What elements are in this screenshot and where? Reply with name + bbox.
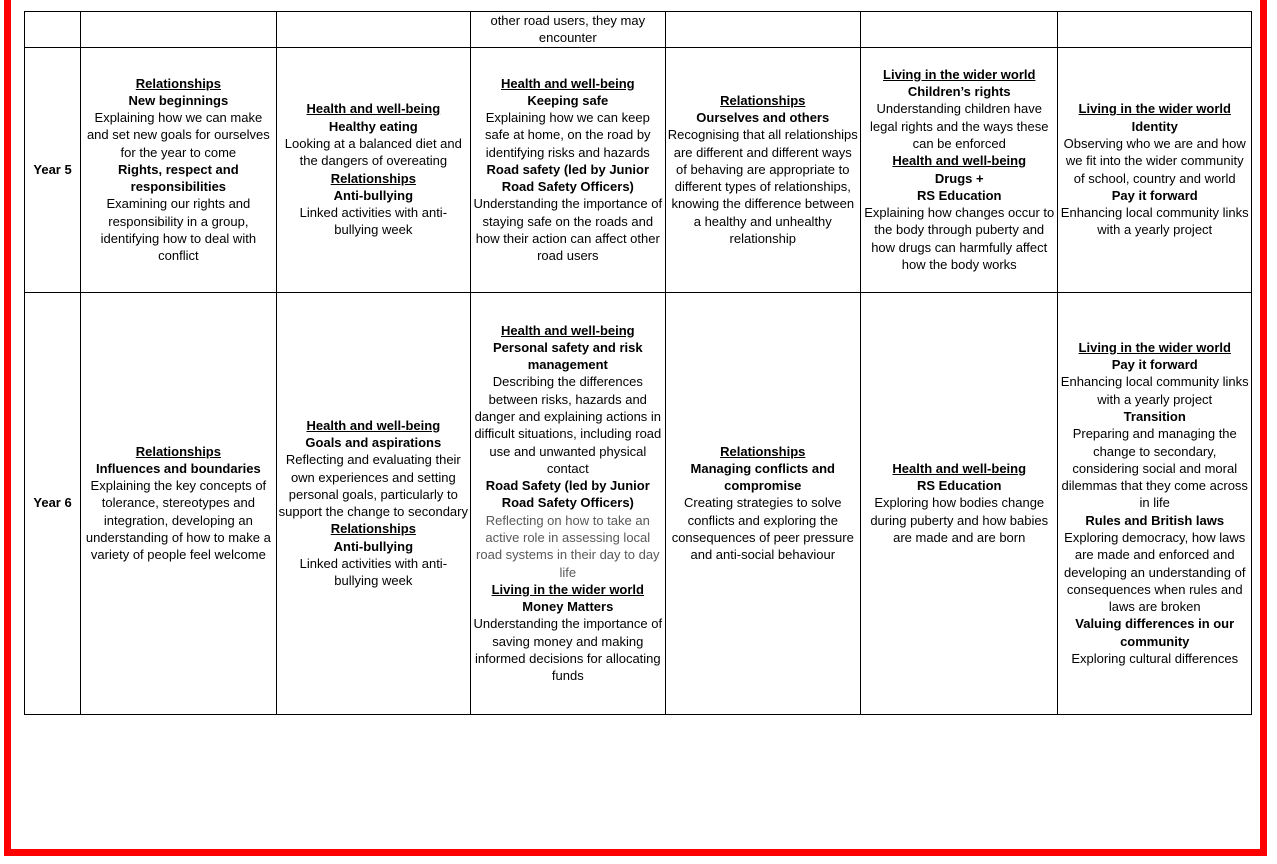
curriculum-cell: Living in the wider world Identity Observi… (1057, 46, 1252, 293)
description-text: Enhancing local community links with a y… (1060, 205, 1249, 238)
topic-heading: Drugs + (934, 170, 984, 186)
theme-heading: Health and well-being (306, 101, 441, 117)
topic-heading: Goals and aspirations (305, 434, 442, 450)
topic-heading: Identity (1131, 118, 1178, 134)
topic-heading: Managing conflicts and compromise (690, 460, 835, 494)
topic-heading: Road safety (led by Junior Road Safety O… (486, 161, 650, 195)
curriculum-table-body: other road users, they may encounter Year… (23, 11, 1252, 715)
description-text: Creating strategies to solve conflicts a… (671, 495, 854, 563)
topic-heading: Keeping safe (527, 92, 609, 108)
year-label (23, 11, 82, 48)
topic-heading: Road Safety (led by Junior Road Safety O… (485, 478, 650, 511)
description-text: Examining our rights and responsibility … (100, 196, 257, 264)
curriculum-cell: Health and well-being Keeping safe Explain… (470, 46, 666, 293)
theme-heading: Living in the wider world (491, 581, 644, 597)
topic-heading: New beginnings (128, 92, 229, 108)
topic-heading: Rules and British laws (1085, 512, 1225, 528)
description-text: Understanding children have legal rights… (869, 101, 1049, 151)
description-text: Exploring cultural differences (1071, 650, 1239, 666)
year-5-row: Year 5 Relationships New beginnings Explain… (23, 46, 1252, 293)
theme-heading: Relationships (330, 521, 416, 537)
curriculum-cell: Relationships Ourselves and others Recogni… (664, 46, 862, 293)
topic-heading: Personal safety and risk management (493, 339, 643, 373)
description-text: Observing who we are and how we fit into… (1063, 136, 1246, 186)
theme-heading: Health and well-being (306, 417, 441, 433)
theme-heading: Health and well-being (892, 460, 1027, 476)
theme-heading: Relationships (135, 443, 221, 459)
curriculum-cell: Relationships Managing conflicts and comp… (664, 291, 862, 715)
description-text-muted: Reflecting on how to take an active role… (476, 512, 660, 580)
curriculum-cell: Relationships New beginnings Explaining ho… (80, 46, 277, 293)
topic-heading: Anti-bullying (333, 538, 414, 554)
description-text: Linked activities with anti-bullying wee… (299, 555, 448, 589)
description-text: Understanding the importance of saving m… (473, 616, 663, 684)
theme-heading: Living in the wider world (1078, 339, 1231, 355)
description-text: Explaining how we can make and set new g… (86, 110, 270, 160)
topic-heading: Healthy eating (328, 118, 418, 134)
curriculum-cell (1057, 11, 1252, 48)
theme-heading: Health and well-being (500, 322, 635, 338)
curriculum-cell: Living in the wider world Children’s righ… (859, 46, 1059, 293)
curriculum-cell (80, 11, 277, 48)
curriculum-cell: Living in the wider world Pay it forward E… (1057, 291, 1252, 715)
curriculum-cell (275, 11, 472, 48)
description-text: Exploring how bodies change during puber… (870, 495, 1049, 545)
theme-heading: Relationships (330, 170, 416, 186)
topic-heading: Pay it forward (1111, 357, 1198, 373)
description-text: other road users, they may encounter (490, 13, 646, 46)
curriculum-cell: Health and well-being Personal safety and… (470, 291, 666, 715)
description-text: Explaining the key concepts of tolerance… (85, 478, 271, 563)
topic-heading: RS Education (916, 187, 1002, 203)
theme-heading: Relationships (135, 75, 221, 91)
description-text: Reflecting and evaluating their own expe… (278, 452, 468, 520)
description-text: Understanding the importance of staying … (473, 196, 663, 264)
curriculum-cell (664, 11, 862, 48)
description-text: Explaining how changes occur to the body… (864, 205, 1055, 272)
theme-heading: Relationships (720, 443, 806, 459)
topic-heading: Valuing differences in our community (1075, 616, 1235, 649)
theme-heading: Health and well-being (500, 75, 635, 91)
topic-heading: Pay it forward (1111, 187, 1198, 203)
description-text: Recognising that all relationships are d… (667, 127, 858, 247)
theme-heading: Health and well-being (892, 153, 1027, 169)
description-text: Preparing and managing the change to sec… (1061, 426, 1248, 511)
description-text: Enhancing local community links with a y… (1060, 374, 1249, 407)
year-label: Year 6 (23, 291, 82, 715)
theme-heading: Living in the wider world (883, 66, 1036, 82)
description-text: Linked activities with anti-bullying wee… (299, 205, 448, 238)
topic-heading: RS Education (916, 478, 1002, 494)
year-label: Year 5 (23, 46, 82, 293)
curriculum-table: other road users, they may encounter Year… (23, 11, 1252, 715)
continuation-row: other road users, they may encounter (23, 11, 1252, 48)
topic-heading: Transition (1123, 409, 1186, 425)
topic-heading: Money Matters (522, 599, 614, 615)
topic-heading: Rights, respect and responsibilities (118, 161, 239, 195)
topic-heading: Influences and boundaries (96, 460, 261, 476)
curriculum-cell (859, 11, 1059, 48)
curriculum-cell: Relationships Influences and boundaries Ex… (80, 291, 277, 715)
curriculum-cell: Health and well-being Healthy eating Looki… (275, 46, 472, 293)
description-text: Explaining how we can keep safe at home,… (485, 110, 651, 160)
curriculum-cell: other road users, they may encounter (470, 11, 666, 48)
theme-heading: Living in the wider world (1078, 101, 1231, 117)
topic-heading: Children’s rights (907, 84, 1011, 100)
description-text: Exploring democracy, how laws are made a… (1064, 529, 1246, 615)
topic-heading: Anti-bullying (333, 187, 414, 203)
curriculum-cell: Health and well-being RS Education Explori… (859, 291, 1059, 715)
topic-heading: Ourselves and others (696, 110, 830, 126)
description-text: Looking at a balanced diet and the dange… (284, 136, 462, 169)
theme-heading: Relationships (720, 92, 806, 108)
curriculum-cell: Health and well-being Goals and aspiratio… (275, 291, 472, 715)
year-6-row: Year 6 Relationships Influences and bounda… (23, 291, 1252, 715)
description-text: Describing the differences between risks… (474, 374, 662, 476)
